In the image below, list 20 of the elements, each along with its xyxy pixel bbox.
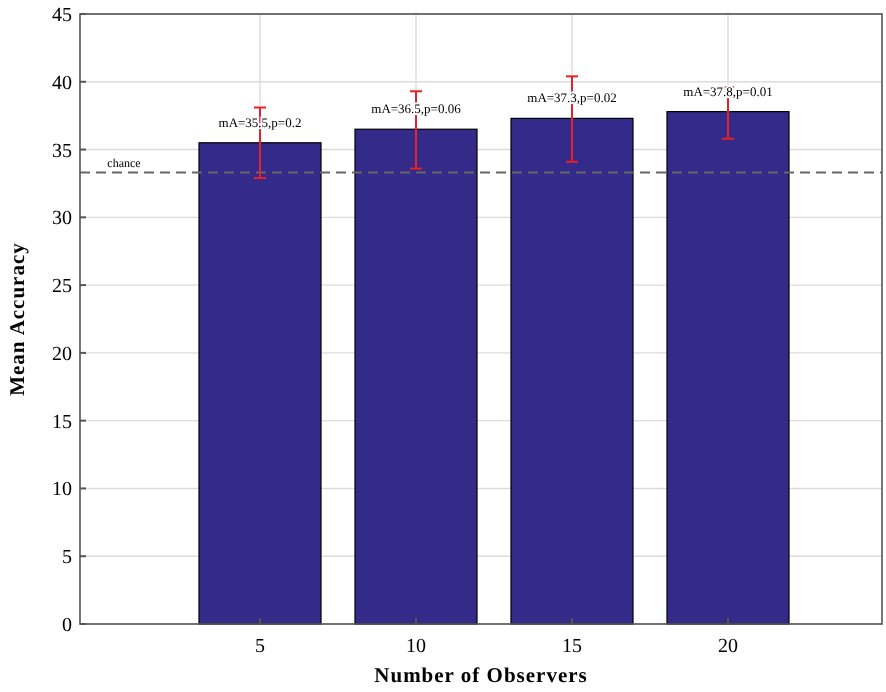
y-tick-label: 5 xyxy=(62,547,72,570)
y-axis-title: Mean Accuracy xyxy=(8,241,30,396)
y-tick-label: 25 xyxy=(52,276,72,299)
y-tick-label: 20 xyxy=(52,343,72,366)
y-tick-label: 30 xyxy=(52,208,72,231)
x-axis-title: Number of Observers xyxy=(374,666,588,688)
y-tick-label: 45 xyxy=(52,5,72,27)
bar xyxy=(510,117,634,625)
bar xyxy=(354,128,478,625)
x-tick-label: 20 xyxy=(718,636,738,658)
x-tick-label: 5 xyxy=(255,636,265,658)
y-tick-label: 35 xyxy=(52,140,72,163)
bar xyxy=(198,142,322,625)
bar xyxy=(666,111,790,625)
x-tick-label: 15 xyxy=(562,636,582,658)
y-tick-label: 40 xyxy=(52,72,72,95)
x-tick-label: 10 xyxy=(406,636,426,658)
y-tick-label: 15 xyxy=(52,411,72,434)
y-tick-label: 0 xyxy=(62,615,72,637)
y-tick-label: 10 xyxy=(52,479,72,502)
